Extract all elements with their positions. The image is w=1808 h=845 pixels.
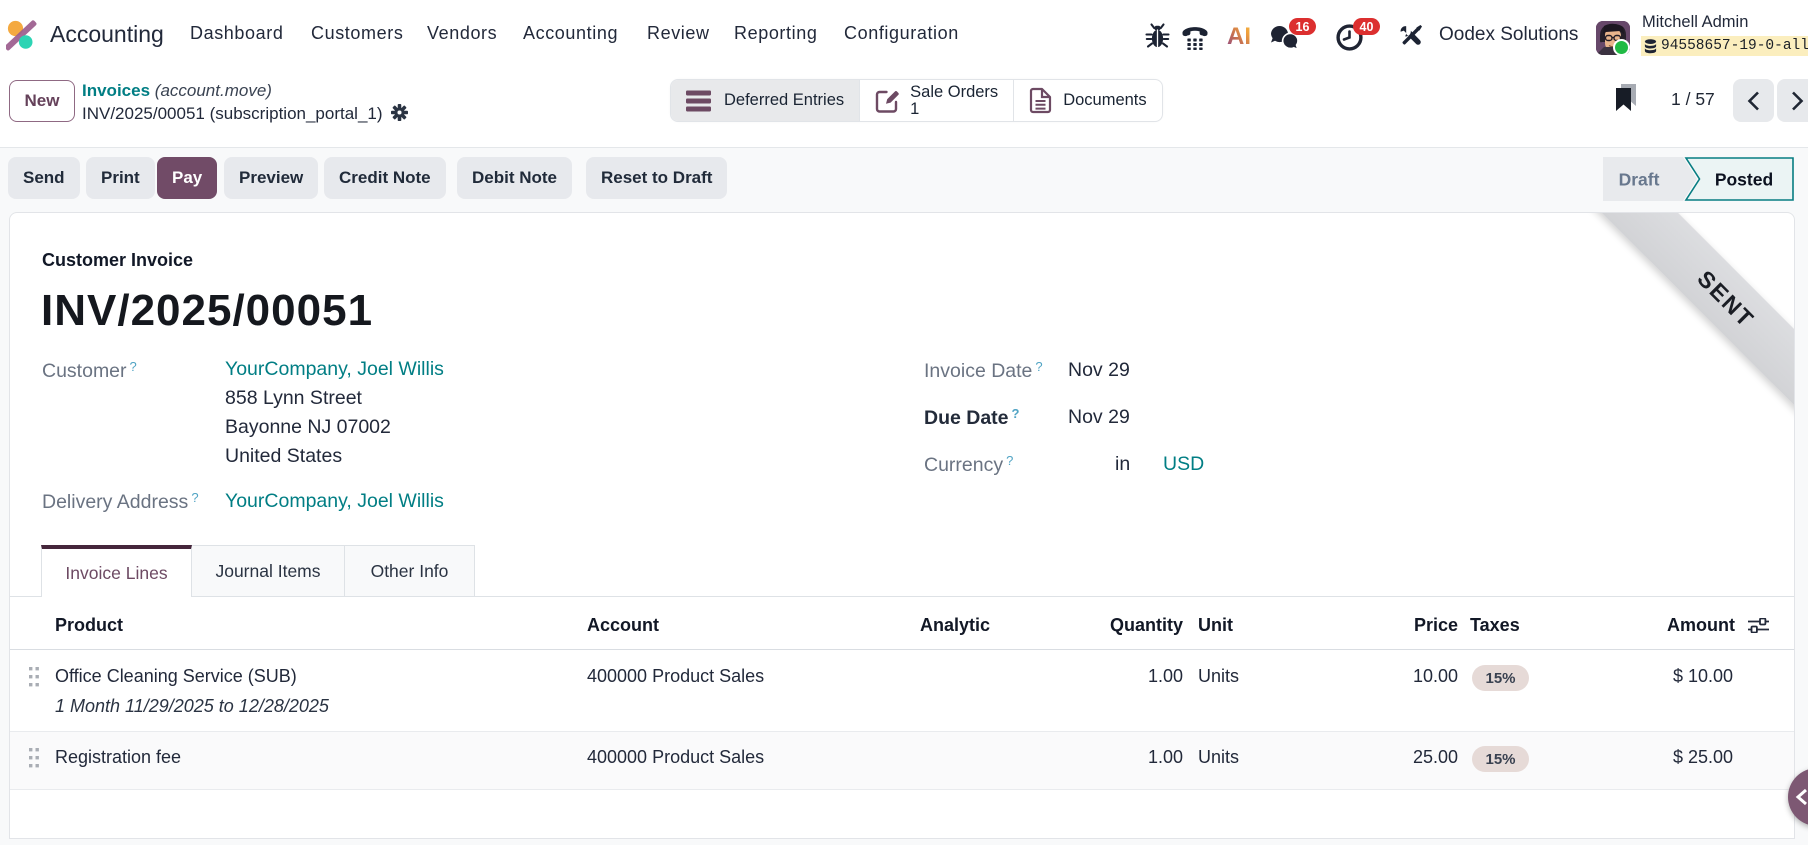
svg-text:Draft: Draft [1619,170,1660,190]
svg-text:Posted: Posted [1715,170,1773,190]
svg-text:AI: AI [1227,23,1251,50]
